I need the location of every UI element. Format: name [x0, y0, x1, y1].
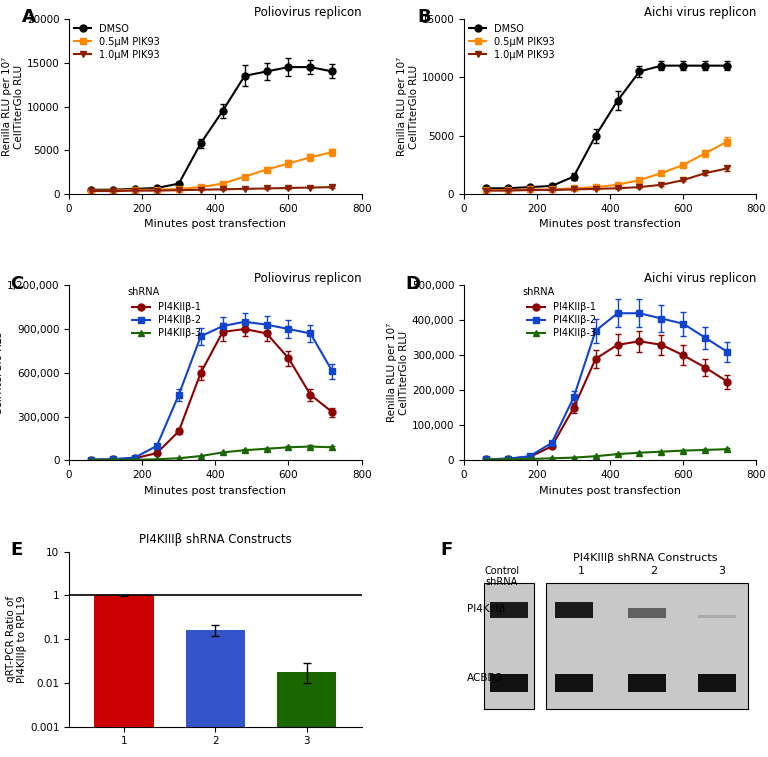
FancyBboxPatch shape — [490, 603, 528, 618]
Text: E: E — [11, 541, 23, 559]
Legend: PI4KIIβ-1, PI4KIIβ-2, PI4KIIβ-3: PI4KIIβ-1, PI4KIIβ-2, PI4KIIβ-3 — [528, 302, 596, 338]
Y-axis label: Renilla RLU per 10⁷
CellTiterGlo RLU: Renilla RLU per 10⁷ CellTiterGlo RLU — [2, 57, 24, 156]
Bar — [186, 630, 245, 757]
Text: Poliovirus replicon: Poliovirus replicon — [254, 273, 362, 285]
Bar — [94, 595, 154, 757]
Y-axis label: Renilla RLU per 10⁷
CellTiterGlo RLU: Renilla RLU per 10⁷ CellTiterGlo RLU — [397, 57, 419, 156]
Text: F: F — [441, 541, 453, 559]
Text: ACBD3: ACBD3 — [467, 673, 503, 683]
Text: shRNA: shRNA — [522, 287, 554, 297]
Text: C: C — [11, 275, 24, 293]
FancyBboxPatch shape — [485, 583, 535, 709]
FancyBboxPatch shape — [627, 674, 666, 692]
FancyBboxPatch shape — [698, 615, 736, 618]
Text: Aichi virus replicon: Aichi virus replicon — [644, 273, 756, 285]
Text: PI4KIIIβ shRNA Constructs: PI4KIIIβ shRNA Constructs — [573, 553, 717, 563]
Text: Control
shRNA: Control shRNA — [485, 565, 520, 587]
Legend: DMSO, 0.5μM PIK93, 1.0μM PIK93: DMSO, 0.5μM PIK93, 1.0μM PIK93 — [468, 23, 554, 60]
X-axis label: Minutes post transfection: Minutes post transfection — [144, 220, 286, 229]
FancyBboxPatch shape — [627, 608, 666, 618]
Text: B: B — [417, 8, 431, 26]
Text: 2: 2 — [650, 565, 657, 575]
Text: PI4KIIIβ: PI4KIIIβ — [467, 604, 505, 615]
Text: Aichi virus replicon: Aichi virus replicon — [644, 6, 756, 19]
Y-axis label: Renilla RLU per 10⁷
CellTiterGlo RLU: Renilla RLU per 10⁷ CellTiterGlo RLU — [387, 323, 409, 422]
Text: D: D — [406, 275, 421, 293]
Text: 1: 1 — [578, 565, 584, 575]
Text: A: A — [22, 8, 36, 26]
X-axis label: Minutes post transfection: Minutes post transfection — [539, 220, 681, 229]
Y-axis label: Renilla RLU per 10⁷
CellTiterGlo RLU: Renilla RLU per 10⁷ CellTiterGlo RLU — [0, 323, 4, 422]
Title: PI4KIIIβ shRNA Constructs: PI4KIIIβ shRNA Constructs — [139, 533, 292, 547]
FancyBboxPatch shape — [554, 674, 593, 692]
Bar — [277, 671, 336, 757]
Legend: PI4KIIβ-1, PI4KIIβ-2, PI4KIIβ-3: PI4KIIβ-1, PI4KIIβ-2, PI4KIIβ-3 — [132, 302, 201, 338]
Y-axis label: qRT-PCR Ratio of
PI4KIIIβ to RPL19: qRT-PCR Ratio of PI4KIIIβ to RPL19 — [5, 595, 27, 683]
FancyBboxPatch shape — [554, 603, 593, 618]
Text: shRNA: shRNA — [127, 287, 160, 297]
FancyBboxPatch shape — [698, 674, 736, 692]
Text: 3: 3 — [718, 565, 725, 575]
X-axis label: Minutes post transfection: Minutes post transfection — [144, 486, 286, 496]
X-axis label: Minutes post transfection: Minutes post transfection — [539, 486, 681, 496]
FancyBboxPatch shape — [546, 583, 748, 709]
FancyBboxPatch shape — [490, 674, 528, 692]
Legend: DMSO, 0.5μM PIK93, 1.0μM PIK93: DMSO, 0.5μM PIK93, 1.0μM PIK93 — [74, 23, 160, 60]
Text: Poliovirus replicon: Poliovirus replicon — [254, 6, 362, 19]
